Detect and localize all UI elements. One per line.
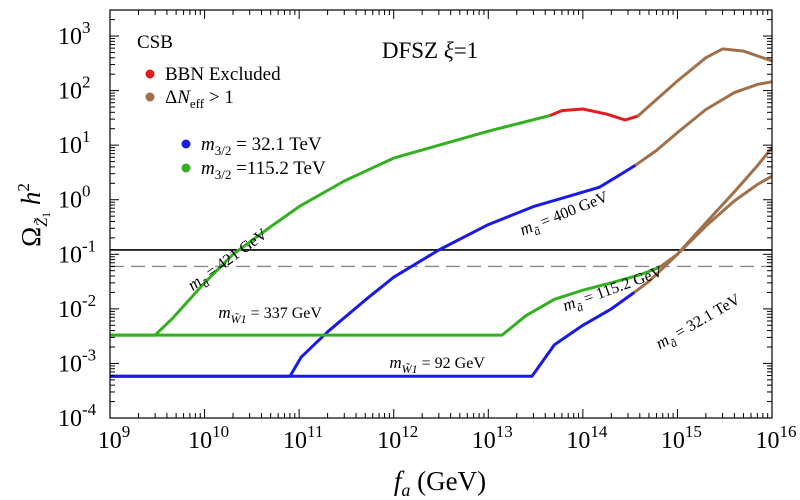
plot-frame — [109, 9, 773, 419]
x-tick-label: 1015 — [661, 422, 702, 454]
legend-marker-1 — [145, 69, 155, 79]
x-tick-label: 1013 — [472, 422, 513, 454]
curve-label-ma-32: mã = 32.1 TeV — [652, 289, 746, 356]
legend-label-3: m3/2 = 32.1 TeV — [201, 134, 322, 158]
series-2-neff-excluded — [634, 80, 773, 167]
y-tick-label: 10-2 — [58, 291, 96, 323]
annotations: mã = 421 GeV mW̃1 = 337 GeV mW̃1 = 92 GeV m… — [184, 187, 746, 376]
series-1-line — [110, 114, 551, 337]
x-tick-label: 109 — [98, 422, 131, 454]
series-2-line — [110, 163, 637, 378]
x-tick-label: 1014 — [566, 422, 608, 454]
x-axis-label: fa (GeV) — [394, 466, 486, 500]
series-1-neff-excluded — [636, 47, 773, 118]
axis-tick-labels: 109 1010 1011 1012 1013 1014 1015 1016 10-4 10-3 1… — [58, 18, 797, 454]
y-tick-label: 102 — [58, 73, 91, 105]
curve-label-mw1-337: mW̃1 = 337 GeV — [218, 303, 322, 326]
legend-marker-4 — [181, 163, 191, 173]
series-4-line — [110, 291, 636, 378]
y-tick-label: 10-1 — [58, 236, 96, 268]
legend-marker-2 — [145, 92, 155, 102]
x-tick-label: 1016 — [756, 422, 797, 454]
corner-label: CSB — [137, 32, 173, 53]
x-tick-label: 1010 — [188, 422, 229, 454]
y-tick-label: 10-4 — [58, 400, 97, 432]
legend-label-1: BBN Excluded — [165, 64, 281, 85]
series-4-neff-excluded — [633, 174, 773, 294]
y-tick-label: 10-3 — [58, 345, 96, 377]
axis-ticks — [109, 9, 773, 419]
curve-label-mw1-92: mW̃1 = 92 GeV — [389, 353, 485, 376]
series-layer — [110, 47, 774, 378]
legend-label-4: m3/2 =115.2 TeV — [201, 158, 326, 182]
legend-marker-3 — [181, 139, 191, 149]
x-tick-label: 1011 — [283, 422, 323, 454]
y-tick-label: 101 — [58, 127, 91, 159]
chart-title: DFSZ ξ=1 — [382, 38, 478, 63]
series-3-line — [110, 265, 661, 337]
curve-label-ma-115: mã = 115.2 GeV — [560, 261, 667, 319]
curve-label-ma-421: mã = 421 GeV — [184, 224, 274, 298]
y-tick-label: 103 — [58, 18, 91, 50]
legend-label-2: ΔNeff > 1 — [165, 87, 234, 111]
series-1-bbn-excluded — [549, 107, 639, 122]
y-tick-label: 100 — [58, 182, 91, 214]
y-axis-label: ΩZ̃1 h2 — [14, 183, 53, 247]
x-tick-label: 1012 — [377, 422, 418, 454]
curve-label-ma-400: mã = 400 GeV — [517, 187, 613, 244]
